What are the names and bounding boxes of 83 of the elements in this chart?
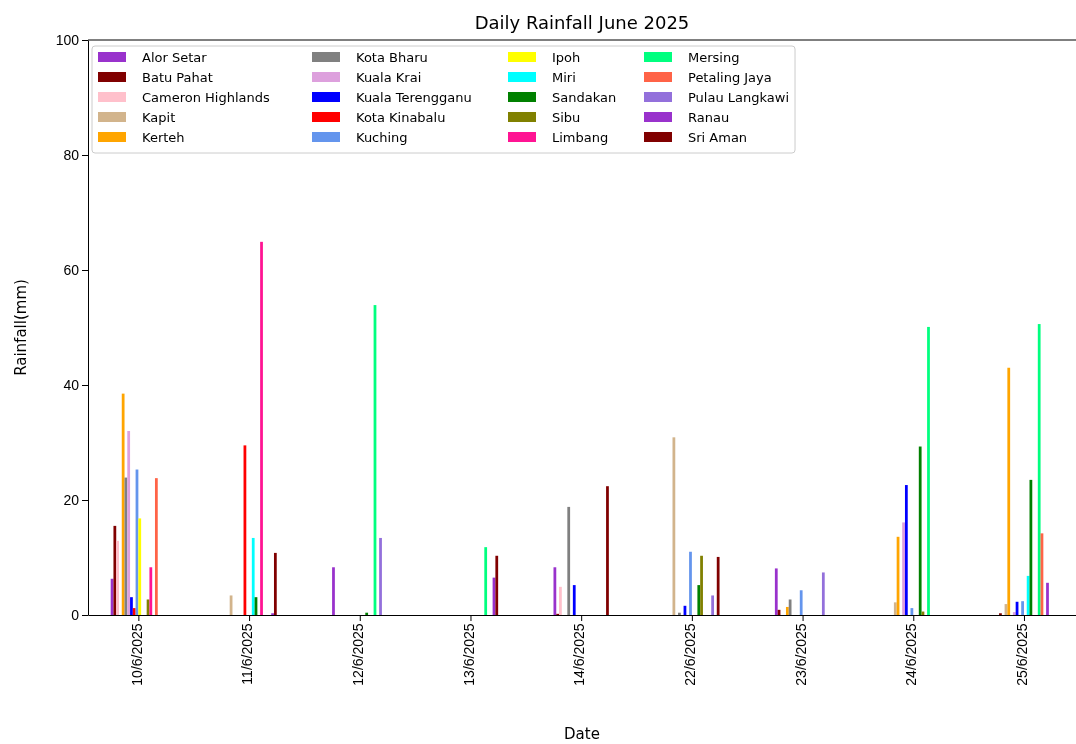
bar [1037, 324, 1041, 615]
x-tick-label: 14/6/2025 [571, 623, 588, 686]
bar [251, 537, 255, 615]
bar [1026, 575, 1030, 615]
bar [711, 595, 715, 615]
bar [154, 478, 158, 615]
legend-label: Ipoh [552, 50, 581, 65]
bar [572, 585, 576, 615]
legend-label: Kapit [142, 110, 176, 125]
legend-label: Ranau [688, 110, 730, 125]
y-axis-title: Rainfall(mm) [12, 279, 30, 376]
y-tick-label: 60 [63, 261, 80, 278]
bar [149, 567, 153, 615]
bar [716, 556, 720, 615]
x-tick-label: 12/6/2025 [349, 623, 366, 686]
x-axis-title: Date [564, 725, 600, 743]
bar [132, 608, 136, 615]
y-tick-label: 0 [71, 606, 80, 623]
legend-label: Limbang [552, 130, 609, 145]
x-tick-label: 25/6/2025 [1014, 623, 1031, 686]
y-tick-label: 100 [55, 31, 80, 48]
bar [1012, 612, 1016, 615]
x-tick-label: 10/6/2025 [128, 623, 145, 686]
bar [138, 518, 142, 615]
legend-label: Sandakan [552, 90, 617, 105]
bar [116, 540, 119, 615]
legend-label: Miri [552, 70, 576, 85]
bar [365, 612, 369, 615]
legend-label: Cameron Highlands [142, 90, 271, 105]
y-tick-label: 20 [63, 491, 80, 508]
bar [606, 486, 609, 615]
bar [788, 599, 792, 615]
bar [332, 567, 335, 615]
bar [273, 552, 277, 615]
bar [495, 555, 499, 615]
x-tick-label: 13/6/2025 [460, 623, 477, 686]
bar [785, 606, 789, 615]
legend-label: Batu Pahat [142, 70, 213, 85]
x-tick-label: 23/6/2025 [792, 623, 809, 686]
bar [1046, 582, 1049, 615]
legend-label: Mersing [688, 50, 740, 65]
bar [567, 506, 571, 615]
legend-label: Pulau Langkawi [688, 90, 790, 105]
y-tick-label: 80 [63, 146, 80, 163]
bar [774, 568, 778, 615]
bar [927, 326, 930, 615]
y-tick-label: 40 [63, 376, 80, 393]
bar [821, 572, 825, 615]
bar [113, 525, 117, 615]
bar [553, 567, 557, 615]
chart-title: Daily Rainfall June 2025 [474, 12, 690, 33]
bar [678, 612, 681, 615]
legend-label: Sri Aman [688, 130, 748, 145]
legend-label: Kerteh [142, 130, 185, 145]
bar [799, 590, 803, 615]
x-tick-label: 24/6/2025 [903, 623, 920, 686]
x-tick-label: 11/6/2025 [239, 623, 256, 685]
bar [484, 547, 488, 615]
bar [1007, 367, 1011, 615]
bar [260, 241, 263, 615]
bar [689, 551, 692, 615]
bar [1021, 601, 1024, 615]
legend-label: Kuala Terengganu [356, 90, 472, 105]
bar [904, 485, 908, 615]
legend-label: Kuala Krai [356, 70, 422, 85]
bar [127, 431, 131, 615]
legend-label: Kota Bharu [356, 50, 428, 65]
legend-label: Sibu [552, 110, 581, 125]
bar [918, 446, 922, 615]
x-tick-label: 22/6/2025 [682, 623, 699, 686]
legend-label: Petaling Jaya [688, 70, 772, 85]
bar [893, 602, 897, 615]
bar [379, 537, 382, 615]
bar [672, 437, 676, 615]
bar [902, 522, 905, 615]
legend-label: Alor Setar [142, 50, 208, 65]
bar [121, 393, 125, 615]
bar [130, 597, 133, 615]
legend-label: Kuching [356, 130, 408, 145]
bar [700, 555, 703, 615]
bar [559, 586, 562, 615]
legend-label: Kota Kinabalu [356, 110, 446, 125]
bar [697, 585, 701, 615]
